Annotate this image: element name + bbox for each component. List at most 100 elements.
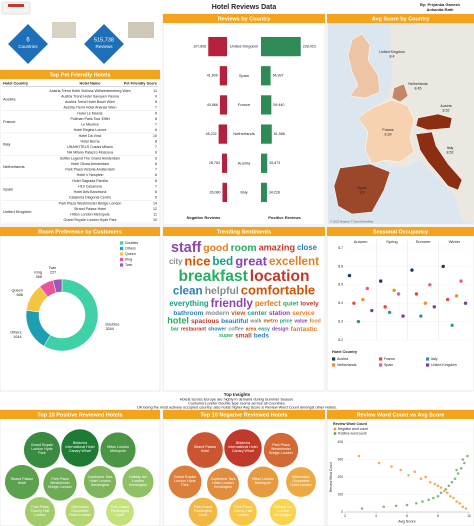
bar: [219, 95, 227, 115]
authors: Ankanita Rath: [427, 7, 454, 12]
hotel-name: Austria Trend Hotel Schloss Wilhelminenb…: [49, 89, 130, 93]
column-header: Hotel Country: [3, 82, 29, 86]
segment-value: 366: [36, 275, 42, 279]
pet-score: 7: [155, 168, 157, 172]
point: [449, 494, 452, 498]
word: coffee: [228, 326, 243, 332]
point: [421, 500, 424, 503]
legend-label: Austria: [337, 357, 348, 361]
point: [428, 480, 432, 484]
bubble: [206, 467, 240, 501]
bubble-label: Holiday Inn London Kensington: [128, 475, 147, 487]
bubble-label-box: Copthorne Tara Hotel London Kensington: [88, 475, 113, 487]
word: hotel: [167, 316, 189, 326]
legend-swatch: [120, 257, 124, 262]
category-label: Spain: [239, 73, 249, 78]
hotel-country: Netherlands: [3, 164, 25, 169]
bubble-label: Park Grand Paddington Court: [110, 505, 130, 517]
panel-title: Seasonal Occupancy: [373, 229, 429, 235]
panel: [162, 226, 326, 392]
panel-title: Reviews by Country: [218, 16, 272, 22]
legend-label: Positive Reviews: [268, 215, 301, 220]
word: super: [219, 333, 233, 339]
hotel-name: Hotel Sagrada Familia: [72, 179, 108, 183]
legend-label: Others: [125, 246, 136, 250]
page-title: Hotel Reviews Data: [212, 4, 277, 11]
point: [446, 491, 449, 495]
logo: [1, 1, 31, 15]
season-label: Autumn: [354, 239, 368, 244]
y-tick-label: 8.7: [338, 246, 343, 250]
hotel-name: Park Plaza Victoria Amsterdam: [65, 168, 114, 172]
country-region: [415, 131, 463, 191]
bubble: [121, 465, 155, 499]
segment-label: Twin: [48, 266, 56, 270]
word: clean: [173, 284, 203, 297]
word: center: [247, 310, 267, 317]
bubble: [42, 466, 78, 502]
pet-score: 8: [155, 100, 157, 104]
legend-label: Doubles: [125, 241, 138, 245]
hotel-name: Hotel Regina Louvre: [74, 128, 107, 132]
bubble: [105, 497, 135, 526]
pet-score: 8: [155, 179, 157, 183]
legend-swatch: [333, 432, 337, 435]
bubble-label: Park Plaza County Hall London: [233, 505, 253, 517]
legend-label: Italy: [431, 357, 438, 361]
pet-score: 6: [155, 173, 157, 177]
word: price: [280, 319, 293, 325]
region-value: 8.52: [443, 108, 450, 112]
pet-score: 9: [155, 94, 157, 98]
pet-score: 7: [155, 123, 157, 127]
bubble: [263, 432, 299, 468]
hotel-name: Park Plaza Westminster Bridge London: [59, 201, 122, 205]
region-value: 8.5: [360, 190, 365, 194]
value-label: 48,232: [206, 132, 217, 136]
logo-mark: [8, 4, 24, 7]
legend-label: Positive word count: [338, 431, 367, 435]
country-region: [347, 33, 381, 99]
legend-title: Review Word Count: [333, 422, 368, 426]
bubble-label: Copthorne Tara Hotel London Kensington: [210, 477, 236, 489]
legend-swatch: [332, 357, 336, 361]
legend-label: Twin: [125, 263, 132, 267]
pet-score: 8: [155, 139, 157, 143]
panel-title: Trending Sentiments: [217, 229, 271, 235]
kpi-value: 515,738: [94, 37, 114, 43]
pet-score: 12: [153, 207, 157, 211]
donut-segment: [52, 278, 63, 294]
point: [455, 500, 458, 503]
category-label: Italy: [240, 189, 247, 194]
panel-title: Top 10 Negative Reviewed Hotels: [200, 412, 287, 418]
hotel-country: Austria: [3, 96, 16, 101]
bubble-label-box: Holiday Inn London Kensington: [128, 475, 147, 487]
dot: [392, 288, 396, 293]
word: design: [272, 326, 289, 332]
bubble-label-box: Copthorne Tara Hotel London Kensington: [210, 477, 236, 489]
bubble-label: Hilton London Metropole: [106, 445, 130, 453]
point: [394, 504, 398, 508]
dot: [423, 301, 428, 305]
dot: [419, 314, 423, 318]
dot: [347, 273, 352, 278]
pet-score: 6: [155, 190, 157, 194]
hotel-name: Strand Palace Hotel: [74, 207, 106, 211]
kpi-label: Countries: [18, 44, 38, 49]
dot: [414, 292, 419, 296]
point: [461, 505, 465, 509]
insight: Hotels across Europe are highly in deman…: [180, 398, 295, 402]
bubble-label-box: Grand Royale London Hyde Park: [31, 443, 53, 455]
point: [433, 482, 437, 486]
word: room: [231, 243, 257, 254]
x-tick-label: 6: [406, 514, 408, 518]
value-label: 59,440: [273, 103, 284, 107]
bar: [221, 153, 227, 173]
dot: [365, 286, 370, 291]
bubble-label-box: Strand Palace Hotel: [194, 445, 217, 453]
word: spacious: [191, 318, 220, 325]
word: bed: [212, 255, 233, 268]
bar: [208, 36, 227, 57]
bubble: [188, 497, 218, 526]
pet-score: 14: [153, 201, 157, 205]
bubble: [83, 465, 117, 499]
